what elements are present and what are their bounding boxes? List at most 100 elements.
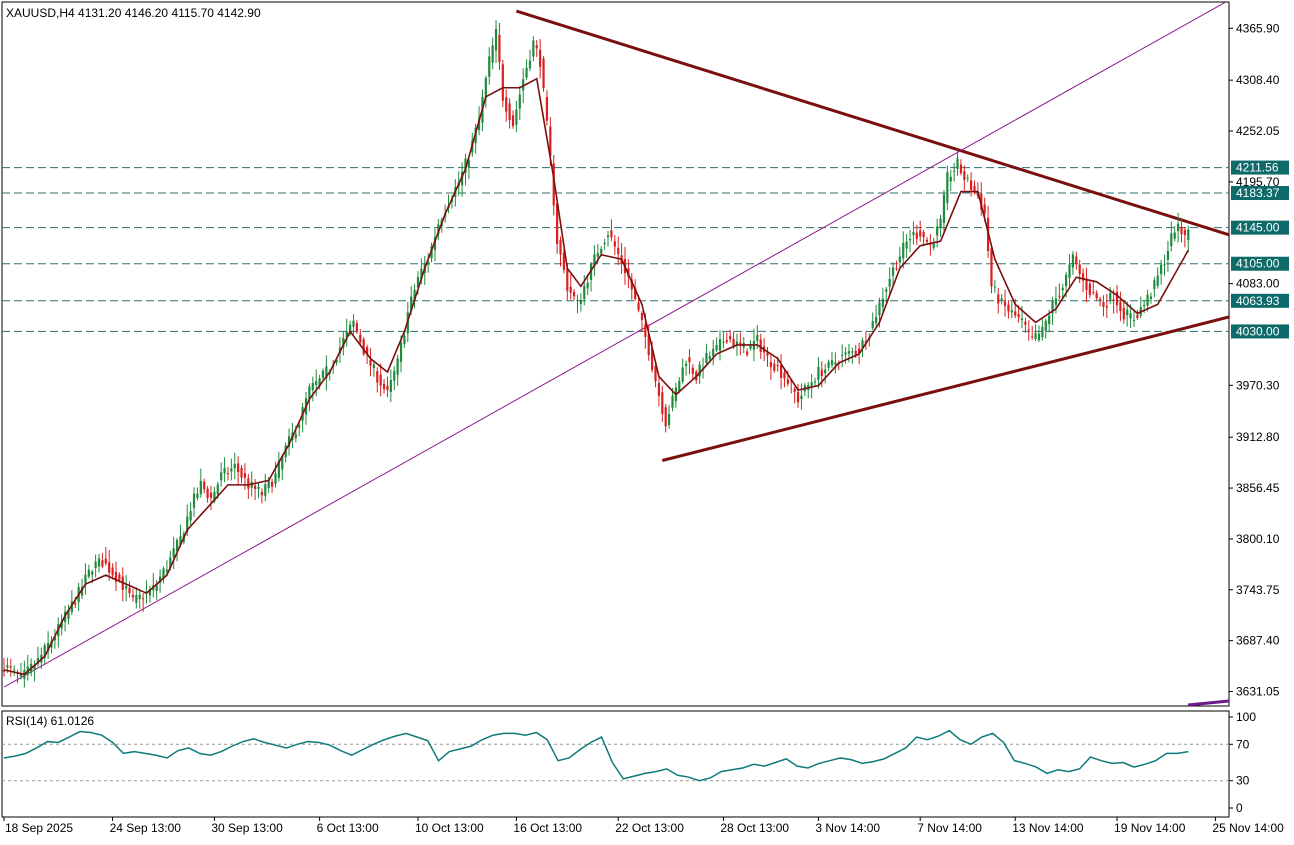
candle-body <box>983 204 986 214</box>
price-level-tag <box>1231 220 1289 235</box>
trendline <box>661 315 1229 462</box>
candle-body <box>908 238 912 241</box>
candle-body <box>606 235 610 238</box>
candle-body <box>1024 321 1027 325</box>
candle-body <box>1037 333 1041 341</box>
candle-body <box>678 380 681 392</box>
candle-body <box>270 481 274 487</box>
candle-body <box>600 248 603 254</box>
price-level-tag-text: 4183.37 <box>1236 186 1280 200</box>
candle-body <box>566 268 569 291</box>
candle-body <box>613 241 616 247</box>
candle-body <box>155 583 158 591</box>
candle-body <box>1003 301 1007 306</box>
candle-body <box>725 340 728 343</box>
candle-body <box>19 673 23 677</box>
candle-body <box>746 351 749 355</box>
candle-body <box>386 385 389 390</box>
price-level-tag <box>1231 256 1289 271</box>
candle-body <box>498 34 501 63</box>
candle-body <box>688 357 691 363</box>
price-level-tag <box>1231 160 1289 175</box>
candle-body <box>664 407 667 427</box>
candle-body <box>226 473 230 475</box>
candle-body <box>1153 280 1156 289</box>
candle-body <box>1149 296 1153 300</box>
y-tick-label: 3631.05 <box>1236 685 1280 699</box>
candle-body <box>1081 273 1085 281</box>
candle-body <box>74 602 77 605</box>
candle-body <box>1095 292 1098 299</box>
x-tick-label: 7 Nov 14:00 <box>917 821 982 835</box>
candle-body <box>810 382 813 388</box>
candle-body <box>1075 256 1078 265</box>
candle-body <box>1160 264 1163 275</box>
candle-body <box>997 294 1000 304</box>
candle-body <box>1031 336 1034 338</box>
candle-body <box>410 296 413 311</box>
candle-body <box>158 576 162 583</box>
candle-body <box>562 252 566 270</box>
candle-body <box>352 320 355 327</box>
candle-body <box>749 344 752 349</box>
candle-body <box>1129 313 1132 319</box>
candle-body <box>1183 229 1186 236</box>
candle-body <box>165 569 168 572</box>
x-tick-label: 3 Nov 14:00 <box>815 821 880 835</box>
candle-body <box>294 434 297 439</box>
candle-body <box>1109 292 1112 300</box>
candle-body <box>461 171 464 186</box>
candle-body <box>654 365 657 382</box>
candle-body <box>871 321 874 328</box>
candle-body <box>1119 302 1122 312</box>
candle-body <box>824 369 827 374</box>
candle-body <box>569 286 572 293</box>
candle-body <box>1014 311 1017 316</box>
candle-body <box>169 557 172 569</box>
candle-body <box>942 194 946 224</box>
y-tick-label: 4252.05 <box>1236 124 1280 138</box>
candle-body <box>583 285 586 299</box>
candle-body <box>1041 326 1044 338</box>
candle-body <box>1156 275 1159 286</box>
candle-body <box>596 253 599 257</box>
candle-body <box>87 569 90 577</box>
candle-body <box>1105 306 1108 308</box>
candle-body <box>715 345 718 351</box>
candle-body <box>237 463 240 473</box>
candle-body <box>657 383 661 396</box>
candle-body <box>175 539 179 552</box>
candle-body <box>1065 274 1068 287</box>
candle-body <box>97 558 101 567</box>
candle-body <box>216 484 219 495</box>
candle-body <box>128 587 131 594</box>
candle-body <box>735 341 739 346</box>
candle-body <box>67 610 70 620</box>
candle-body <box>1051 300 1054 314</box>
candle-body <box>698 364 701 377</box>
candle-body <box>379 374 382 386</box>
candle-body <box>1143 304 1146 307</box>
candle-body <box>739 342 742 345</box>
candle-body <box>403 335 406 345</box>
candle-body <box>756 334 759 342</box>
candle-body <box>729 335 732 340</box>
candle-body <box>36 657 40 665</box>
candle-body <box>111 567 114 576</box>
candle-body <box>325 366 328 379</box>
candle-body <box>1112 299 1115 302</box>
candle-body <box>800 395 803 400</box>
x-tick-label: 28 Oct 13:00 <box>720 821 789 835</box>
candle-body <box>206 488 209 499</box>
candle-body <box>382 383 386 390</box>
candle-body <box>980 193 983 210</box>
candle-body <box>220 472 223 481</box>
candle-body <box>705 352 708 363</box>
candle-body <box>80 586 84 596</box>
candle-body <box>308 386 311 400</box>
candle-body <box>776 364 779 366</box>
candle-body <box>186 516 189 533</box>
candle-body <box>722 341 725 343</box>
